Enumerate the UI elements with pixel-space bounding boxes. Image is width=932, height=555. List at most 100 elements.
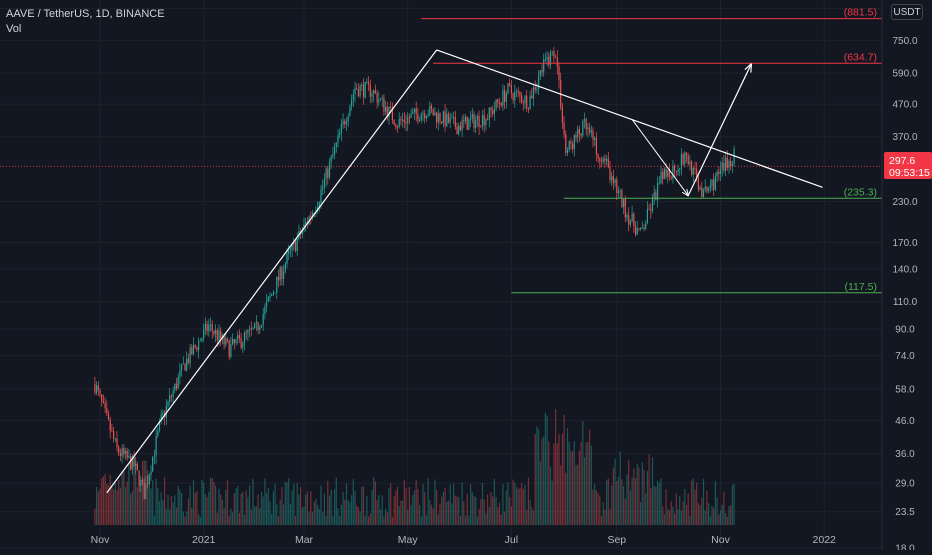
time-axis[interactable]: Nov 2021 Mar May Jul Sep Nov 2022 bbox=[91, 534, 836, 546]
candle-body bbox=[378, 99, 380, 103]
volume-bar bbox=[277, 516, 280, 525]
candle-body bbox=[570, 141, 572, 144]
volume-bar bbox=[260, 491, 263, 525]
candle-body bbox=[709, 185, 711, 189]
volume-bar bbox=[167, 494, 169, 525]
candle-body bbox=[362, 84, 365, 98]
volume-bar bbox=[614, 458, 616, 525]
candle-body bbox=[349, 106, 351, 116]
candle-body bbox=[354, 88, 356, 95]
volume-bar bbox=[121, 471, 123, 525]
volume-bar bbox=[726, 516, 728, 525]
volume-bar bbox=[351, 495, 353, 525]
volume-bar bbox=[641, 462, 643, 525]
volume-bar bbox=[645, 493, 647, 525]
candle-body bbox=[515, 91, 518, 92]
volume-bar bbox=[687, 493, 689, 525]
volume-bar bbox=[235, 488, 237, 525]
volume-bar bbox=[417, 489, 419, 525]
candle-body bbox=[492, 110, 494, 114]
volume-bar bbox=[706, 490, 708, 525]
candle-body bbox=[198, 341, 200, 351]
volume-bar bbox=[323, 493, 325, 525]
y-tick-label: 58.0 bbox=[895, 384, 915, 395]
volume-bar bbox=[701, 497, 703, 525]
candle-body bbox=[293, 241, 295, 245]
y-tick-label: 46.0 bbox=[895, 416, 915, 427]
price-axis[interactable]: 18.0 23.5 29.0 36.0 46.0 58.0 74.0 90.0 110.0 140… bbox=[881, 0, 918, 555]
volume-bar bbox=[174, 495, 176, 525]
y-tick-label: 230.0 bbox=[892, 197, 917, 208]
candle-body bbox=[702, 189, 705, 197]
candle-body bbox=[106, 407, 108, 414]
volume-bar bbox=[327, 481, 329, 525]
horizontal-levels[interactable]: (881.5) (634.7) (235.3) (117.5) bbox=[0, 7, 882, 294]
volume-bar bbox=[478, 508, 480, 525]
currency-button[interactable]: USDT bbox=[891, 4, 923, 20]
volume-bar bbox=[209, 477, 212, 525]
candle-body bbox=[611, 176, 613, 181]
volume-bar bbox=[182, 511, 184, 525]
x-tick-label: Jul bbox=[505, 534, 518, 546]
candle-body bbox=[407, 117, 409, 124]
volume-bar bbox=[175, 507, 178, 525]
x-tick-label: May bbox=[398, 534, 419, 546]
volume-bar bbox=[684, 488, 686, 525]
volume-bar bbox=[177, 486, 179, 525]
candle-body bbox=[415, 108, 417, 114]
candle-body bbox=[718, 171, 720, 175]
candle-body bbox=[490, 107, 492, 111]
volume-bar bbox=[512, 479, 514, 525]
candle-body bbox=[510, 85, 512, 94]
volume-bar bbox=[352, 479, 354, 525]
candle-body bbox=[138, 470, 140, 487]
candle-body bbox=[725, 157, 727, 171]
candle-body bbox=[226, 338, 229, 341]
candle-body bbox=[714, 176, 716, 190]
candle-body bbox=[395, 124, 397, 127]
volume-bar bbox=[709, 516, 711, 525]
volume-bar bbox=[303, 506, 305, 525]
x-tick-label: 2022 bbox=[813, 534, 837, 546]
candle-body bbox=[233, 338, 235, 343]
candlesticks[interactable] bbox=[94, 46, 735, 500]
candle-body bbox=[189, 347, 191, 363]
volume-bar bbox=[369, 513, 371, 525]
volume-bar bbox=[419, 504, 421, 525]
volume-bar bbox=[288, 478, 290, 525]
volume-indicator-label[interactable]: Vol bbox=[6, 23, 22, 35]
volume-bar bbox=[337, 508, 339, 525]
volume-bar bbox=[597, 493, 599, 525]
volume-bar bbox=[434, 479, 436, 525]
volume-bar bbox=[651, 457, 654, 525]
candle-body bbox=[430, 105, 433, 110]
volume-bar bbox=[609, 508, 611, 525]
candle-body bbox=[498, 102, 501, 104]
volume-bar bbox=[96, 486, 98, 525]
candle-body bbox=[206, 324, 208, 332]
candle-body bbox=[400, 119, 402, 121]
volume-bar bbox=[446, 501, 448, 525]
candle-body bbox=[670, 177, 672, 179]
volume-bar bbox=[487, 494, 489, 525]
candle-body bbox=[194, 345, 196, 348]
volume-bar bbox=[543, 436, 545, 525]
candle-body bbox=[328, 162, 331, 178]
candle-body bbox=[254, 323, 256, 328]
volume-bar bbox=[655, 487, 657, 525]
candle-body bbox=[413, 108, 416, 112]
candle-body bbox=[398, 119, 400, 127]
volume-bar bbox=[708, 503, 710, 525]
volume-bar bbox=[551, 480, 553, 525]
candle-body bbox=[192, 345, 195, 355]
volume-bar bbox=[578, 450, 580, 525]
volume-bar bbox=[131, 491, 133, 525]
candle-body bbox=[476, 115, 478, 120]
volume-bar bbox=[383, 516, 385, 525]
candle-body bbox=[424, 113, 426, 119]
trend-drawings[interactable] bbox=[106, 49, 823, 494]
candle-body bbox=[257, 322, 259, 331]
y-tick-label: 90.0 bbox=[895, 325, 915, 336]
